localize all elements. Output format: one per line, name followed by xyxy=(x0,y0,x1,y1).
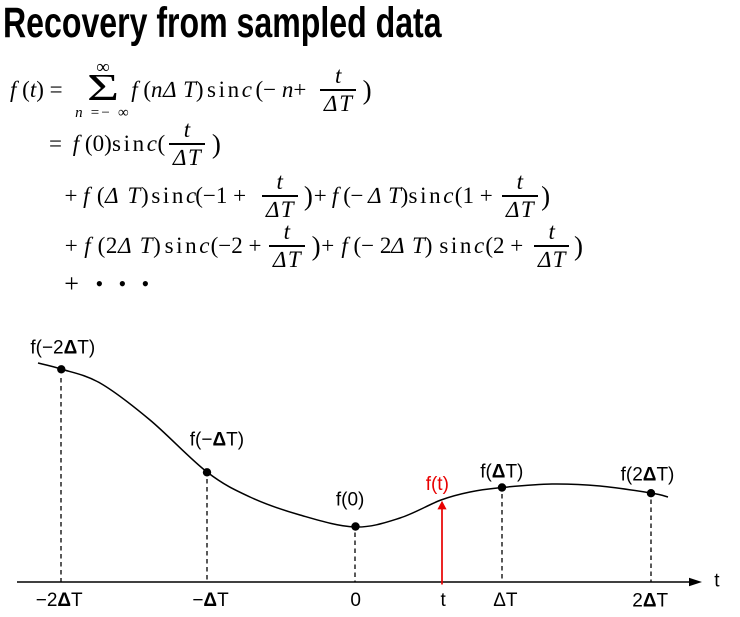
svg-text:−ΔT: −ΔT xyxy=(192,590,229,611)
svg-text:2ΔT: 2ΔT xyxy=(632,590,668,611)
svg-text:−2ΔT: −2ΔT xyxy=(36,590,83,611)
svg-text:f(ΔT): f(ΔT) xyxy=(480,461,523,482)
svg-text:f(−ΔT): f(−ΔT) xyxy=(190,429,244,450)
svg-text:0: 0 xyxy=(350,590,361,611)
svg-text:t: t xyxy=(441,590,447,611)
svg-text:f(2ΔT): f(2ΔT) xyxy=(621,465,675,486)
svg-text:t: t xyxy=(714,571,720,592)
svg-text:f(0): f(0) xyxy=(336,490,365,511)
svg-text:f(t): f(t) xyxy=(426,474,449,495)
svg-text:f(−2ΔT): f(−2ΔT) xyxy=(30,338,95,359)
svg-text:ΔT: ΔT xyxy=(493,590,518,611)
